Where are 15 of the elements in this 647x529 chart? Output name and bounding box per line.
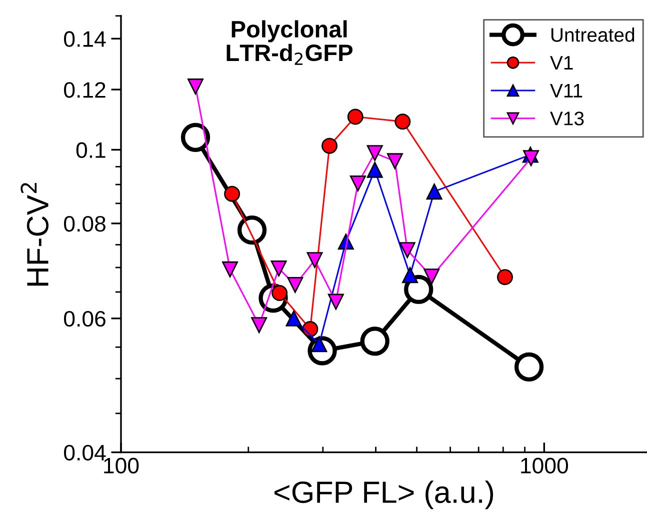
legend-label: V11 — [550, 84, 582, 98]
legend-label: V1 — [550, 56, 573, 70]
y-axis-title: HF-CV$^{2}$ — [20, 183, 49, 286]
x-tick-label: 100 — [104, 458, 139, 474]
y-tick-label: 0.08 — [64, 216, 106, 232]
x-tick-label: 1000 — [521, 458, 568, 474]
y-tick-label: 0.12 — [64, 82, 106, 98]
y-tick-label: 0.04 — [64, 444, 106, 461]
legend-label: V13 — [550, 112, 584, 126]
y-tick-label: 0.1 — [76, 142, 106, 158]
legend-label: Untreated — [551, 28, 634, 42]
annotation: Polyclonal LTR-d$_{2}$GFP — [226, 20, 353, 65]
y-tick-label: 0.14 — [64, 31, 106, 47]
x-axis-title: <GFP FL> (a.u.) — [274, 480, 494, 510]
y-tick-label: 0.06 — [64, 310, 106, 327]
